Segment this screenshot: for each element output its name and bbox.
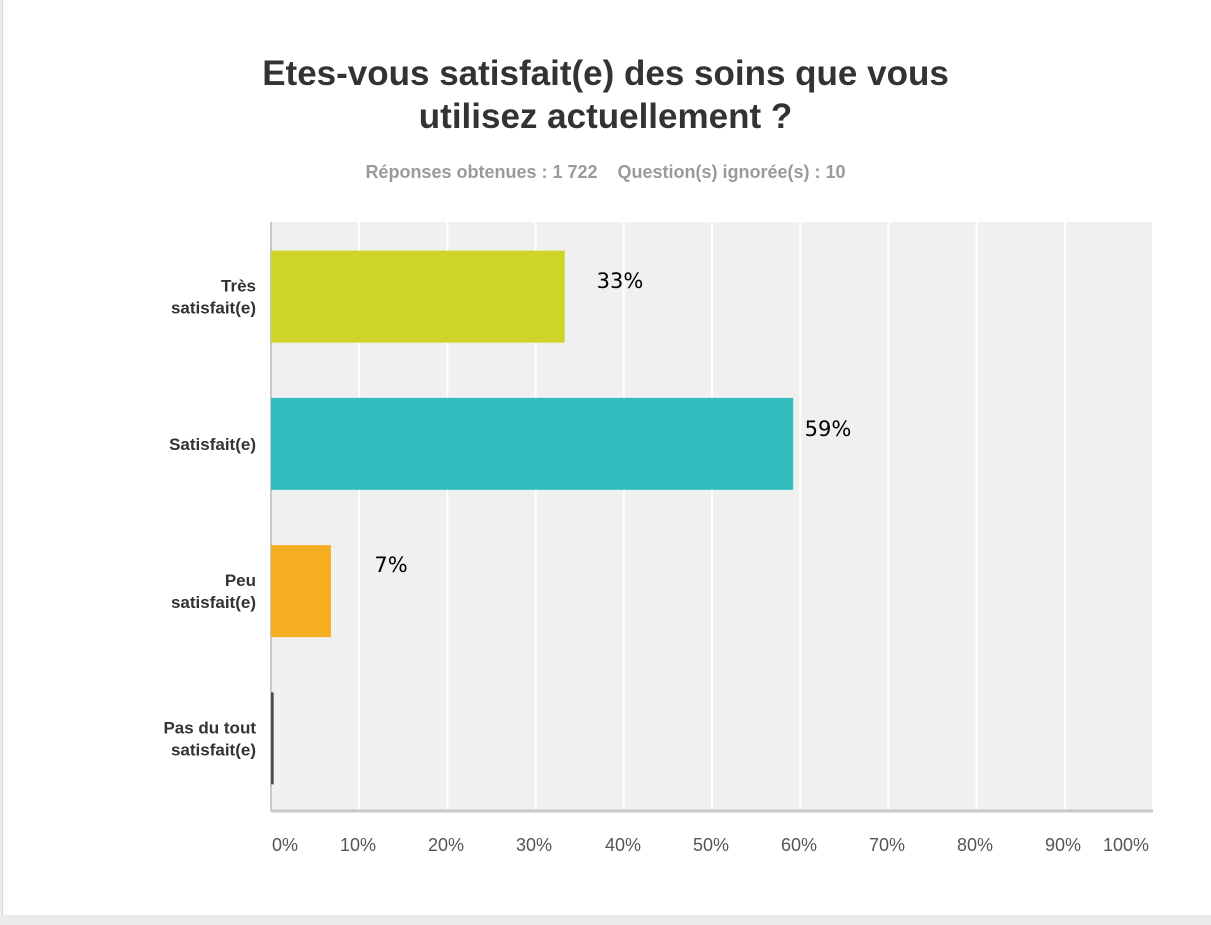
x-tick-label: 20%	[428, 835, 464, 855]
x-tick-label: 50%	[693, 835, 729, 855]
chart-title-line-1: Etes-vous satisfait(e) des soins que vou…	[262, 54, 949, 93]
category-label: Satisfait(e)	[169, 435, 256, 454]
x-tick-label: 0%	[272, 835, 298, 855]
chart-title: Etes-vous satisfait(e) des soins que vou…	[0, 52, 1211, 138]
skipped-count: Question(s) ignorée(s) : 10	[617, 162, 846, 182]
data-label: 59%	[805, 417, 852, 441]
bar	[271, 545, 331, 638]
x-tick-label: 70%	[869, 835, 905, 855]
category-label: satisfait(e)	[171, 740, 256, 759]
bar	[271, 250, 565, 343]
x-tick-label: 80%	[957, 835, 993, 855]
bar	[271, 692, 274, 785]
x-tick-label: 40%	[605, 835, 641, 855]
data-label: 33%	[597, 269, 644, 293]
category-label: Peu	[225, 571, 256, 590]
category-label: satisfait(e)	[171, 299, 256, 318]
response-stats: Réponses obtenues : 1 722 Question(s) ign…	[0, 162, 1211, 183]
category-label: Très	[221, 277, 256, 296]
category-label: satisfait(e)	[171, 593, 256, 612]
x-tick-label: 60%	[781, 835, 817, 855]
x-tick-label: 100%	[1103, 835, 1149, 855]
responses-count: Réponses obtenues : 1 722	[365, 162, 598, 182]
x-tick-label: 30%	[516, 835, 552, 855]
x-tick-label: 90%	[1045, 835, 1081, 855]
data-label: 7%	[374, 553, 407, 577]
x-tick-label: 10%	[340, 835, 376, 855]
bar	[271, 397, 794, 490]
chart-title-line-2: utilisez actuellement ?	[418, 97, 793, 136]
category-label: Pas du tout	[163, 718, 256, 737]
